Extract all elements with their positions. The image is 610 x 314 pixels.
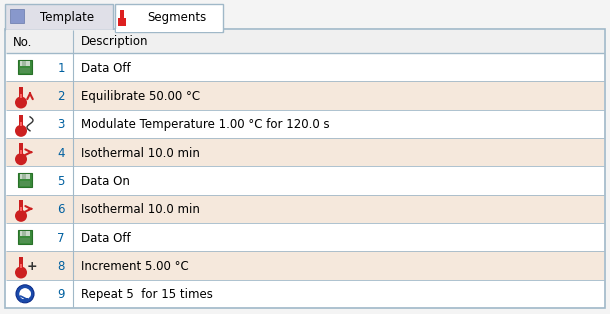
Bar [20, 238, 30, 243]
Text: Data Off: Data Off [81, 232, 131, 245]
Bar [20, 68, 30, 73]
Circle shape [15, 153, 27, 165]
Text: 4: 4 [57, 147, 65, 160]
Text: Template: Template [40, 12, 94, 24]
Text: Equilibrate 50.00 °C: Equilibrate 50.00 °C [81, 90, 200, 103]
Bar [20, 175, 30, 180]
Bar [22, 175, 26, 180]
Text: Description: Description [81, 35, 148, 48]
Bar [6, 30, 604, 53]
Text: 5: 5 [57, 175, 65, 188]
Bar [20, 263, 22, 268]
Text: 1: 1 [57, 62, 65, 75]
Bar [20, 231, 30, 236]
Bar [20, 207, 22, 211]
Bar [6, 138, 604, 166]
Bar [19, 257, 23, 269]
Bar [22, 231, 26, 236]
Bar [19, 143, 23, 156]
Circle shape [16, 285, 34, 303]
Text: 7: 7 [57, 232, 65, 245]
Circle shape [15, 125, 27, 137]
Bar [20, 150, 22, 154]
Text: 2: 2 [57, 90, 65, 103]
Bar [118, 18, 126, 26]
Bar [18, 174, 32, 187]
Text: Segments: Segments [148, 12, 207, 24]
Bar [19, 200, 23, 213]
Circle shape [15, 96, 27, 109]
Bar [6, 81, 604, 110]
Bar [19, 86, 23, 100]
Text: Data On: Data On [81, 175, 130, 188]
Bar [20, 122, 22, 126]
Text: 8: 8 [57, 260, 65, 273]
Bar [115, 4, 223, 32]
Circle shape [15, 210, 27, 222]
Text: Data Off: Data Off [81, 62, 131, 75]
Text: No.: No. [13, 35, 32, 48]
Bar [20, 181, 30, 187]
Bar [22, 61, 26, 66]
Bar [19, 115, 23, 128]
Bar [5, 4, 113, 30]
Bar [5, 29, 605, 308]
Text: 6: 6 [57, 203, 65, 216]
Text: Isothermal 10.0 min: Isothermal 10.0 min [81, 203, 200, 216]
Bar [20, 61, 30, 66]
Text: Increment 5.00 °C: Increment 5.00 °C [81, 260, 188, 273]
Text: Repeat 5  for 15 times: Repeat 5 for 15 times [81, 288, 213, 301]
Bar [120, 10, 124, 20]
Text: Modulate Temperature 1.00 °C for 120.0 s: Modulate Temperature 1.00 °C for 120.0 s [81, 118, 329, 131]
Bar [116, 29, 222, 32]
Text: 3: 3 [57, 118, 65, 131]
Bar [18, 230, 32, 244]
Bar [20, 94, 22, 98]
Bar [6, 195, 604, 223]
Circle shape [15, 267, 27, 279]
Circle shape [19, 288, 31, 300]
Bar [10, 9, 24, 23]
Text: Isothermal 10.0 min: Isothermal 10.0 min [81, 147, 200, 160]
Bar [6, 251, 604, 280]
Text: +: + [27, 260, 37, 273]
Bar [18, 60, 32, 74]
Text: 9: 9 [57, 288, 65, 301]
